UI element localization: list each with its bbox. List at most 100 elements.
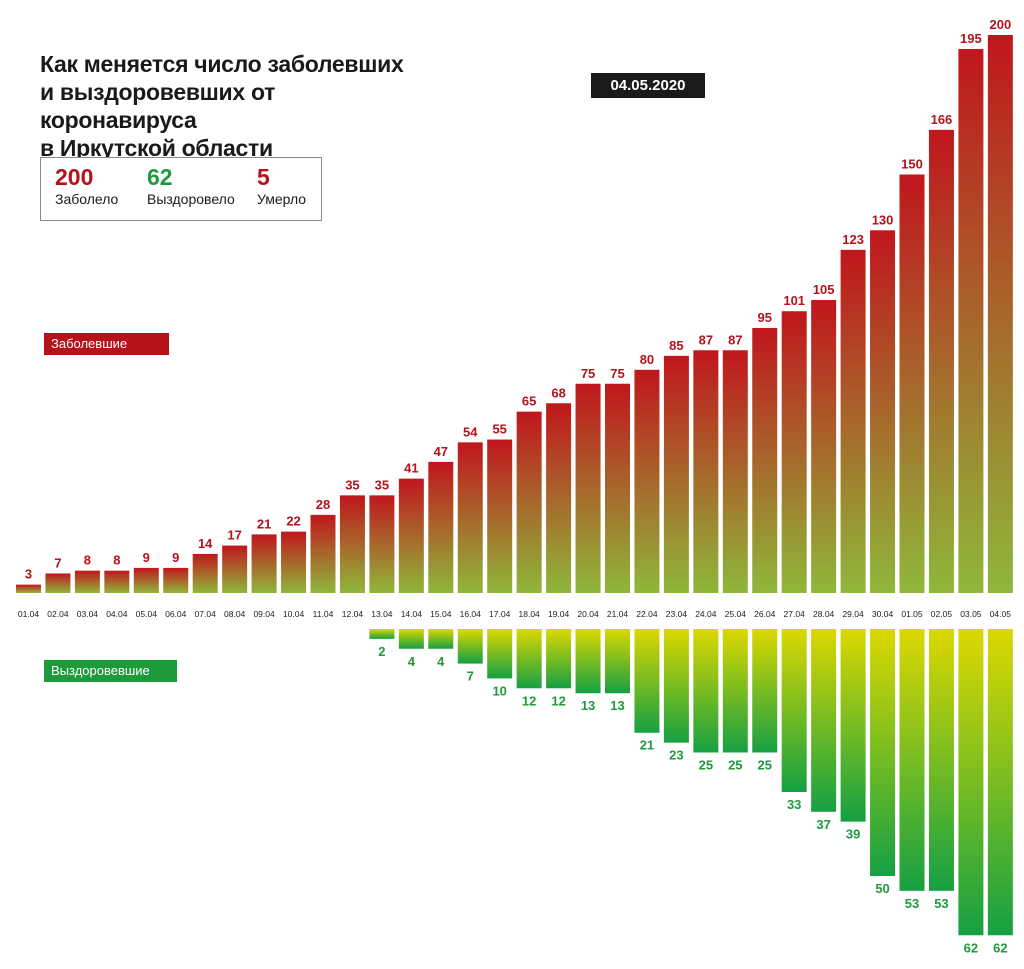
- cases-value-label: 68: [551, 385, 565, 400]
- cases-bar: [339, 495, 365, 593]
- cases-bar: [398, 478, 424, 593]
- x-tick-label: 27.04: [784, 609, 806, 619]
- cases-bar: [251, 534, 277, 593]
- cases-value-label: 95: [758, 310, 772, 325]
- cases-value-label: 65: [522, 394, 536, 409]
- cases-value-label: 101: [783, 293, 805, 308]
- cases-value-label: 35: [345, 477, 359, 492]
- x-tick-label: 12.04: [342, 609, 364, 619]
- cases-value-label: 200: [989, 17, 1011, 32]
- cases-value-label: 8: [113, 553, 120, 568]
- chart-title: Как меняется число заболевших и выздоров…: [40, 50, 420, 162]
- recovered-value-label: 13: [610, 698, 624, 713]
- x-tick-label: 15.04: [430, 609, 452, 619]
- recovered-bar: [516, 629, 542, 689]
- cases-bar: [192, 553, 218, 593]
- stat-recovered-label: Выздоровело: [147, 191, 235, 207]
- title-line-2: и выздоровевших от коронавируса: [40, 79, 276, 133]
- cases-bar: [811, 300, 837, 593]
- x-tick-label: 04.04: [106, 609, 128, 619]
- recovered-value-label: 25: [758, 758, 772, 773]
- recovered-value-label: 62: [964, 940, 978, 955]
- x-tick-label: 11.04: [313, 609, 334, 619]
- recovered-value-label: 21: [640, 738, 654, 753]
- cases-bar: [163, 567, 189, 593]
- recovered-bar: [752, 629, 778, 753]
- x-tick-label: 03.05: [960, 609, 982, 619]
- recovered-bar: [663, 629, 689, 743]
- recovered-bar: [781, 629, 807, 793]
- recovered-value-label: 53: [905, 896, 919, 911]
- cases-bar: [987, 35, 1013, 593]
- stats-box: 200 Заболело 62 Выздоровело 5 Умерло: [40, 157, 322, 221]
- recovered-value-label: 25: [699, 758, 713, 773]
- cases-value-label: 41: [404, 461, 418, 476]
- recovered-value-label: 37: [816, 817, 830, 832]
- cases-value-label: 14: [198, 536, 213, 551]
- cases-value-label: 9: [172, 550, 179, 565]
- cases-bar: [74, 570, 100, 593]
- x-tick-label: 22.04: [636, 609, 658, 619]
- recovered-bar: [605, 629, 630, 694]
- recovered-value-label: 39: [846, 827, 860, 842]
- cases-bar: [575, 383, 601, 593]
- cases-bars: 3 7 8 8 9 9 14 17 21 22 28 35 35 41 47 54 55 65 68 75 75 80 85…: [16, 17, 1013, 594]
- x-tick-label: 18.04: [519, 609, 541, 619]
- cases-bar: [958, 48, 984, 593]
- cases-bar: [45, 573, 71, 593]
- x-tick-label: 08.04: [224, 609, 246, 619]
- stat-cases: 200 Заболело: [55, 164, 118, 208]
- x-tick-label: 03.04: [77, 609, 99, 619]
- cases-value-label: 7: [54, 555, 61, 570]
- cases-value-label: 87: [699, 332, 713, 347]
- cases-bar: [605, 383, 630, 593]
- cases-value-label: 22: [286, 514, 300, 529]
- cases-bar: [310, 514, 336, 593]
- recovered-value-label: 2: [378, 644, 385, 659]
- x-tick-label: 25.04: [725, 609, 747, 619]
- stat-recovered: 62 Выздоровело: [147, 164, 235, 208]
- cases-value-label: 166: [931, 112, 953, 127]
- cases-bar: [752, 327, 778, 593]
- cases-series-tag: Заболевшие: [44, 333, 169, 355]
- title-line-1: Как меняется число заболевших: [40, 51, 404, 77]
- recovered-bar: [487, 629, 513, 679]
- x-tick-label: 24.04: [695, 609, 717, 619]
- recovered-bar: [575, 629, 601, 694]
- recovered-bar: [958, 629, 984, 936]
- cases-value-label: 28: [316, 497, 330, 512]
- cases-value-label: 21: [257, 516, 271, 531]
- cases-bar: [693, 350, 719, 593]
- cases-bar: [663, 355, 689, 593]
- x-tick-label: 14.04: [401, 609, 423, 619]
- cases-value-label: 9: [143, 550, 150, 565]
- cases-value-label: 87: [728, 332, 742, 347]
- recovered-value-label: 10: [492, 683, 506, 698]
- cases-value-label: 130: [872, 212, 894, 227]
- x-tick-label: 16.04: [460, 609, 482, 619]
- cases-value-label: 55: [492, 422, 506, 437]
- cases-bar: [722, 350, 748, 593]
- recovered-value-label: 12: [551, 693, 565, 708]
- x-tick-label: 10.04: [283, 609, 305, 619]
- x-axis-ticks: 01.04 02.04 03.04 04.04 05.04 06.04 07.04 08.04…: [18, 609, 1011, 619]
- cases-value-label: 123: [842, 232, 864, 247]
- recovered-value-label: 25: [728, 758, 742, 773]
- date-badge: 04.05.2020: [591, 73, 705, 98]
- recovered-bar: [428, 629, 454, 649]
- x-tick-label: 07.04: [195, 609, 217, 619]
- recovered-value-label: 33: [787, 797, 801, 812]
- x-tick-label: 04.05: [990, 609, 1012, 619]
- cases-bar: [487, 439, 513, 593]
- x-tick-label: 29.04: [842, 609, 864, 619]
- x-tick-label: 06.04: [165, 609, 187, 619]
- x-tick-label: 01.05: [901, 609, 923, 619]
- cases-value-label: 54: [463, 424, 478, 439]
- recovered-value-label: 53: [934, 896, 948, 911]
- title-line-3: в Иркутской области: [40, 135, 273, 161]
- x-tick-label: 17.04: [489, 609, 511, 619]
- x-tick-label: 19.04: [548, 609, 570, 619]
- recovered-value-label: 50: [875, 881, 889, 896]
- stat-deaths-label: Умерло: [257, 191, 307, 207]
- cases-value-label: 75: [610, 366, 624, 381]
